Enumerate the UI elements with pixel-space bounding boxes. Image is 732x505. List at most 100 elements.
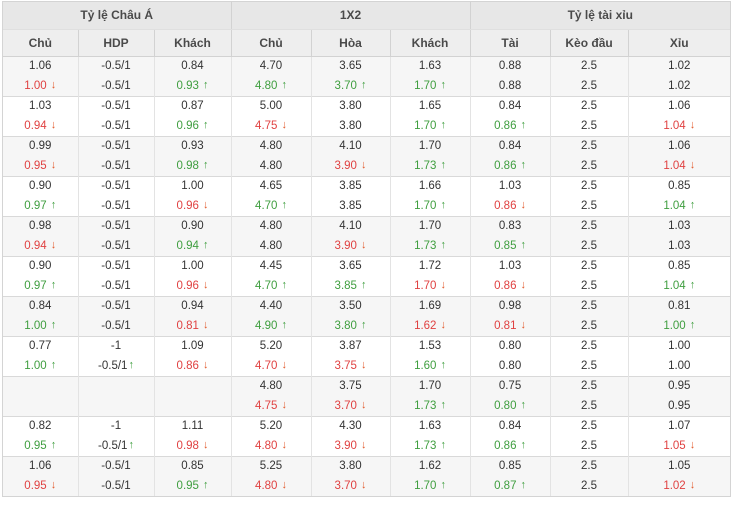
odds-value: 0.93 (181, 140, 204, 153)
down-arrow-icon: ↓ (689, 158, 696, 171)
odds-value: 4.70 (255, 359, 278, 372)
odds-value: 0.86 (494, 159, 517, 172)
odds-value: 1.73 (414, 399, 437, 412)
odds-value: 0.86 (494, 199, 517, 212)
column-group-header: Tỷ lệ tài xỉu (470, 2, 730, 30)
odds-value: 4.75 (255, 399, 278, 412)
down-arrow-icon: ↓ (360, 438, 367, 451)
odds-cell: 1.62 (390, 455, 471, 476)
odds-value: -0.5/1 (101, 159, 131, 172)
odds-value: 2.5 (581, 159, 598, 172)
odds-value: 3.90 (334, 239, 357, 252)
odds-cell: 3.80 (311, 116, 391, 136)
odds-value: 3.90 (334, 439, 357, 452)
down-arrow-icon: ↓ (520, 318, 526, 331)
odds-cell: 2.5 (550, 396, 629, 416)
up-arrow-icon: ↑ (281, 278, 287, 291)
odds-cell (78, 396, 155, 416)
odds-value: 0.96 (176, 199, 199, 212)
odds-value: 2.5 (581, 239, 598, 252)
odds-value: 0.77 (29, 340, 52, 353)
odds-cell: -0.5/1 (78, 215, 155, 236)
column-header: Hòa (311, 29, 391, 57)
odds-cell (78, 375, 155, 396)
odds-row: 4.80 3.75 1.70 0.75 2.5 0.95 (3, 375, 730, 396)
odds-value: 1.06 (29, 60, 52, 73)
odds-value: 1.02 (663, 480, 686, 492)
odds-value: 3.70 (334, 399, 357, 412)
up-arrow-icon: ↑ (50, 278, 57, 291)
odds-cell: 4.70 ↑ (231, 276, 312, 296)
odds-value: -0.5/1 (101, 119, 131, 132)
odds-value: 1.70 (418, 220, 442, 233)
header-group-row: Tỷ lệ Châu Á 1X2 Tỷ lệ tài xỉu (3, 2, 730, 30)
odds-cell: 4.40 (231, 295, 312, 316)
odds-cell: 0.86 ↑ (470, 116, 551, 136)
down-arrow-icon: ↓ (689, 479, 696, 491)
odds-cell: 1.03 (3, 95, 79, 116)
odds-cell: 4.45 (231, 255, 312, 276)
odds-value: 0.85 (181, 460, 204, 473)
odds-cell: 0.83 (470, 215, 551, 236)
column-group-header: Tỷ lệ Châu Á (3, 2, 232, 30)
odds-row: 0.95 ↓ -0.5/1 0.98 ↑ 4.80 3.90 ↓ 1.73 ↑ 0.86 ↑ 2.5 1.… (3, 156, 730, 176)
odds-value: 0.95 (176, 480, 199, 492)
odds-value: 3.50 (339, 300, 362, 313)
odds-cell: 3.90 ↓ (311, 436, 391, 456)
odds-cell: 0.85 (628, 255, 730, 276)
odds-cell: 0.93 (154, 135, 232, 156)
odds-value: 0.85 (498, 460, 522, 473)
odds-value: 5.20 (259, 420, 283, 433)
odds-value: -0.5/1 (101, 180, 131, 193)
up-arrow-icon: ↑ (50, 358, 57, 371)
odds-value: 3.85 (339, 180, 362, 193)
up-arrow-icon: ↑ (202, 158, 209, 171)
down-arrow-icon: ↓ (440, 318, 446, 331)
odds-value: 2.5 (581, 480, 598, 492)
odds-row: 0.90 -0.5/1 1.00 4.45 3.65 1.72 1.03 2.5 0.85 (3, 255, 730, 276)
odds-cell: 1.03 (470, 175, 551, 196)
odds-value: 0.95 (668, 380, 691, 393)
odds-cell: 4.75 ↓ (231, 116, 312, 136)
odds-value: 1.66 (418, 180, 442, 193)
down-arrow-icon: ↓ (520, 198, 526, 211)
odds-value: 0.86 (494, 439, 517, 452)
odds-cell: 3.85 ↑ (311, 276, 391, 296)
odds-value: 2.5 (581, 460, 598, 473)
odds-value: 0.90 (181, 220, 204, 233)
odds-value: 3.65 (339, 260, 362, 273)
odds-value: 1.00 (668, 359, 691, 372)
odds-value: 4.80 (259, 380, 283, 393)
odds-cell: 4.80 ↓ (231, 436, 312, 456)
down-arrow-icon: ↓ (360, 238, 367, 251)
odds-value: 0.95 (24, 439, 47, 452)
odds-cell: 0.86 ↑ (470, 156, 551, 176)
odds-value: 1.00 (181, 260, 204, 273)
odds-value: 2.5 (581, 79, 598, 92)
up-arrow-icon: ↑ (360, 78, 367, 91)
odds-value: 2.5 (581, 100, 598, 113)
odds-cell: 2.5 (550, 316, 629, 336)
odds-cell: 0.87 (154, 95, 232, 116)
odds-cell: -0.5/1 (78, 95, 155, 116)
odds-cell: 3.70 ↑ (311, 76, 391, 96)
odds-value: 1.05 (668, 460, 691, 473)
odds-cell: 1.00 ↑ (3, 316, 79, 336)
odds-row: 1.03 -0.5/1 0.87 5.00 3.80 1.65 0.84 2.5 1.06 (3, 95, 730, 116)
odds-value: -0.5/1 (98, 359, 128, 372)
odds-cell: 0.81 ↓ (154, 316, 232, 336)
odds-value: 3.65 (339, 60, 362, 73)
odds-value: 1.73 (414, 159, 437, 172)
odds-value: 4.75 (255, 119, 278, 132)
header-columns-row: Chủ HDP Khách Chủ Hòa Khách Tài Kèo đầu Xỉu (3, 29, 730, 57)
odds-value: -0.5/1 (98, 439, 128, 452)
odds-value: 2.5 (581, 279, 598, 292)
odds-value: 0.88 (498, 60, 522, 73)
odds-row: 0.95 ↑ -0.5/1↑ 0.98 ↓ 4.80 ↓ 3.90 ↓ 1.73 ↑ 0.86 ↑ 2.5… (3, 436, 730, 456)
odds-value: 0.98 (176, 439, 199, 452)
odds-value: 4.10 (339, 220, 362, 233)
odds-table: Tỷ lệ Châu Á 1X2 Tỷ lệ tài xỉu Chủ HDP Khách… (3, 2, 730, 496)
odds-value: 4.80 (255, 439, 278, 452)
odds-value: 2.5 (581, 420, 598, 433)
odds-cell: 0.86 ↓ (154, 356, 232, 376)
